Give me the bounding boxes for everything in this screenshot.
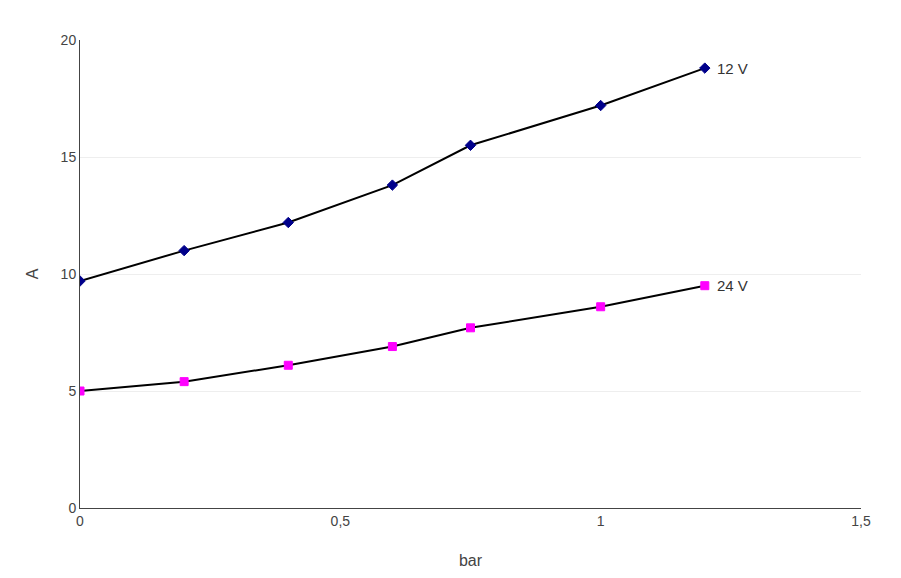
svg-text:1,5: 1,5 — [851, 513, 871, 529]
svg-text:A: A — [24, 268, 41, 279]
svg-text:15: 15 — [61, 149, 77, 165]
svg-text:bar: bar — [459, 552, 483, 569]
svg-text:24 V: 24 V — [717, 277, 748, 294]
svg-text:20: 20 — [61, 32, 77, 48]
svg-text:0: 0 — [76, 513, 84, 529]
svg-text:10: 10 — [61, 266, 77, 282]
svg-text:12 V: 12 V — [717, 60, 748, 77]
svg-text:1: 1 — [597, 513, 605, 529]
svg-text:0,5: 0,5 — [331, 513, 351, 529]
svg-text:5: 5 — [68, 383, 76, 399]
svg-text:0: 0 — [68, 500, 76, 516]
